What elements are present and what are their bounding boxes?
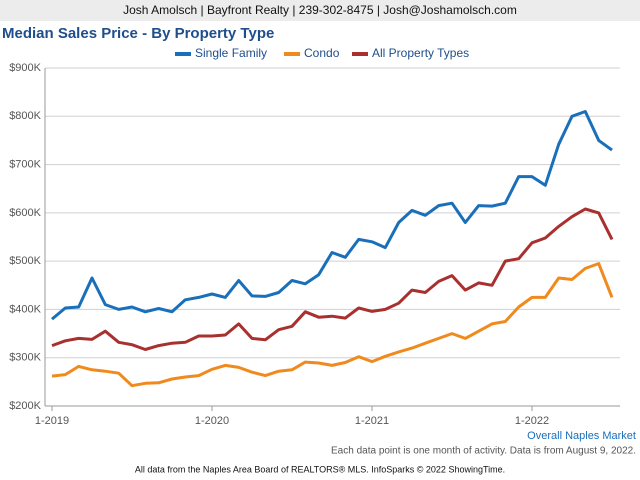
legend-label: All Property Types bbox=[372, 46, 469, 60]
x-tick-label: 1-2021 bbox=[355, 415, 389, 427]
source: All data from the Naples Area Board of R… bbox=[135, 464, 505, 474]
legend-label: Single Family bbox=[195, 46, 267, 60]
y-tick-label: $300K bbox=[9, 352, 41, 364]
x-tick-label: 1-2022 bbox=[515, 415, 549, 427]
legend-label: Condo bbox=[304, 46, 340, 60]
y-tick-label: $400K bbox=[9, 303, 41, 315]
series-line bbox=[51, 110, 613, 321]
y-tick-label: $600K bbox=[9, 207, 41, 219]
header-text: Josh Amolsch | Bayfront Realty | 239-302… bbox=[123, 3, 517, 17]
y-tick-label: $500K bbox=[9, 255, 41, 267]
x-tick-label: 1-2020 bbox=[195, 415, 229, 427]
note: Each data point is one month of activity… bbox=[331, 446, 636, 457]
header-bar bbox=[0, 0, 640, 21]
y-tick-label: $700K bbox=[9, 158, 41, 170]
market-label: Overall Naples Market bbox=[527, 430, 636, 442]
series-line bbox=[51, 262, 614, 388]
y-tick-label: $900K bbox=[9, 62, 41, 74]
series-line bbox=[51, 207, 614, 351]
y-tick-label: $200K bbox=[9, 400, 41, 412]
chart-title: Median Sales Price - By Property Type bbox=[2, 25, 274, 42]
x-tick-label: 1-2019 bbox=[35, 415, 69, 427]
y-tick-label: $800K bbox=[9, 110, 41, 122]
